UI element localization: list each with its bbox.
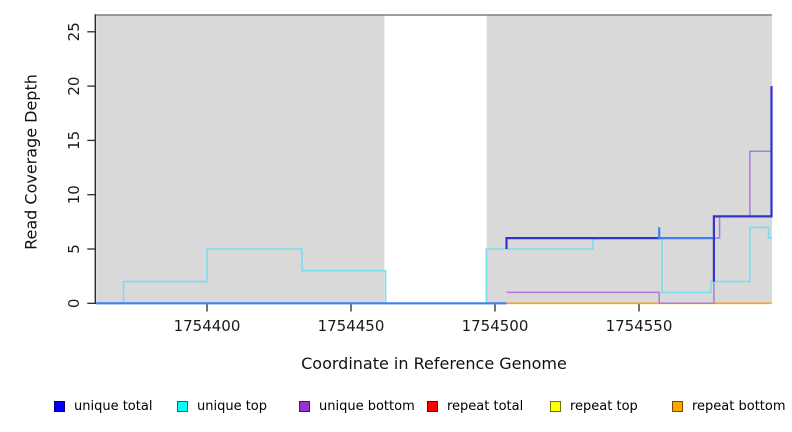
y-tick-label: 0 (65, 299, 83, 309)
y-tick-label: 5 (65, 244, 83, 254)
repeat-total-swatch-icon (427, 401, 438, 412)
legend-item-repeat-total: repeat total (427, 399, 523, 414)
legend: unique total unique top unique bottom re… (0, 399, 792, 417)
legend-label: repeat top (570, 399, 638, 414)
coverage-plot-area: 0 5 10 15 20 25 1754400 1754450 1754500 1754550 (65, 14, 773, 335)
legend-item-unique-top: unique top (177, 399, 267, 414)
legend-item-repeat-bottom: repeat bottom (672, 399, 786, 414)
x-axis-title: Coordinate in Reference Genome (301, 354, 567, 373)
legend-item-repeat-top: repeat top (550, 399, 638, 414)
series-unique-total (658, 227, 714, 240)
x-tick-label: 1754550 (606, 317, 673, 335)
left-gray-region (96, 15, 385, 304)
series-unique-total (712, 86, 773, 282)
series-unique-bottom (506, 150, 772, 305)
legend-label: unique top (197, 399, 268, 414)
legend-item-unique-total: unique total (54, 399, 152, 414)
unique-top-swatch-icon (177, 401, 188, 412)
legend-label: unique bottom (319, 399, 415, 414)
y-tick-label: 25 (65, 22, 83, 41)
x-tick-label: 1754400 (174, 317, 241, 335)
legend-label: repeat bottom (692, 399, 786, 414)
y-tick-label: 15 (65, 131, 83, 150)
y-tick-label: 20 (65, 77, 83, 96)
legend-item-unique-bottom: unique bottom (299, 399, 415, 414)
x-tick-label: 1754500 (462, 317, 529, 335)
series-unique-total (505, 237, 660, 249)
legend-label: unique total (74, 399, 153, 414)
x-tick-label: 1754450 (318, 317, 385, 335)
repeat-bottom-swatch-icon (672, 401, 683, 412)
unique-bottom-swatch-icon (299, 401, 310, 412)
legend-label: repeat total (447, 399, 524, 414)
right-gray-region (486, 15, 773, 304)
unique-total-swatch-icon (54, 401, 65, 412)
series-unique-top (96, 226, 772, 305)
repeat-top-swatch-icon (550, 401, 561, 412)
y-tick-label: 10 (65, 185, 83, 204)
y-axis-title: Read Coverage Depth (21, 74, 41, 250)
